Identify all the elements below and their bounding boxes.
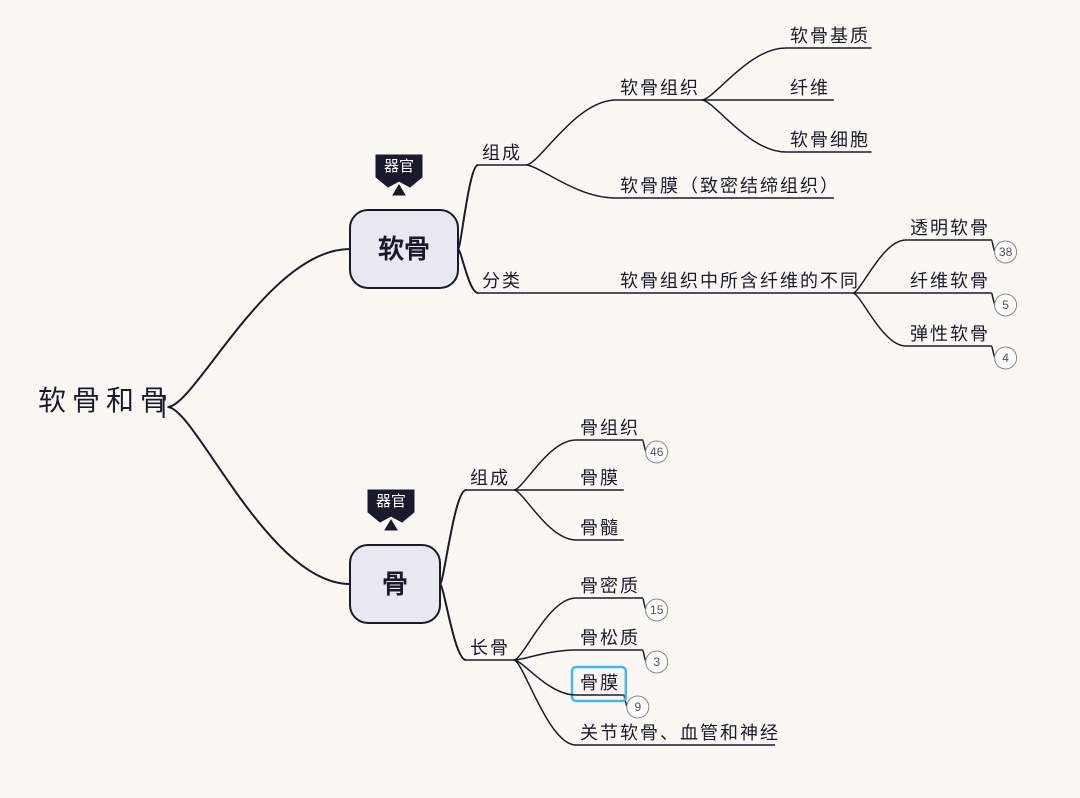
count-value: 38 bbox=[999, 245, 1013, 259]
branch-line bbox=[702, 48, 786, 100]
node-label: 骨髓 bbox=[580, 518, 620, 538]
node-label: 长骨 bbox=[470, 638, 510, 658]
count-value: 3 bbox=[653, 655, 660, 669]
count-value: 15 bbox=[650, 603, 664, 617]
node-label: 透明软骨 bbox=[910, 218, 990, 238]
node-label: 软骨组织 bbox=[620, 78, 700, 98]
node-label: 骨松质 bbox=[580, 628, 640, 648]
node-label: 纤维软骨 bbox=[910, 271, 990, 291]
node-label: 关节软骨、血管和神经 bbox=[580, 723, 780, 743]
branch-line bbox=[514, 490, 576, 540]
branch-line bbox=[440, 584, 466, 660]
node-label: 骨密质 bbox=[580, 576, 640, 596]
branch-line bbox=[514, 440, 576, 490]
branch-line bbox=[526, 100, 616, 165]
branch-line bbox=[702, 100, 786, 152]
count-value: 46 bbox=[650, 445, 664, 459]
node-label: 骨膜 bbox=[580, 673, 620, 693]
organ-tag-arrow bbox=[393, 185, 405, 195]
branch-line bbox=[853, 240, 906, 293]
node-label: 软骨组织中所含纤维的不同 bbox=[620, 271, 860, 291]
node-label: 弹性软骨 bbox=[910, 324, 990, 344]
mindmap-canvas: 软骨和骨器官软骨组成软骨组织软骨基质纤维软骨细胞软骨膜（致密结缔组织）分类软骨组… bbox=[0, 0, 1080, 798]
node-label: 纤维 bbox=[790, 78, 830, 98]
branch-line bbox=[168, 249, 350, 407]
node-label: 骨膜 bbox=[580, 468, 620, 488]
count-value: 9 bbox=[634, 700, 641, 714]
organ-tag-arrow bbox=[385, 520, 397, 530]
root-label: 软骨和骨 bbox=[38, 385, 174, 416]
organ-box-label: 骨 bbox=[382, 569, 408, 599]
branch-line bbox=[458, 165, 478, 249]
branch-line bbox=[853, 293, 906, 346]
organ-tag-label: 器官 bbox=[376, 493, 406, 510]
branch-line bbox=[514, 660, 576, 695]
node-label: 分类 bbox=[482, 271, 522, 291]
branch-line bbox=[458, 249, 478, 293]
count-value: 4 bbox=[1002, 351, 1009, 365]
node-label: 组成 bbox=[482, 143, 522, 163]
branch-line bbox=[440, 490, 466, 584]
node-label: 软骨细胞 bbox=[790, 130, 870, 150]
node-label: 组成 bbox=[470, 468, 510, 488]
branch-line bbox=[514, 660, 576, 745]
organ-box-label: 软骨 bbox=[378, 234, 430, 264]
count-value: 5 bbox=[1002, 298, 1009, 312]
branch-line bbox=[526, 165, 616, 198]
node-label: 软骨基质 bbox=[790, 26, 870, 46]
node-label: 软骨膜（致密结缔组织） bbox=[620, 176, 840, 196]
node-label: 骨组织 bbox=[580, 418, 640, 438]
organ-tag-label: 器官 bbox=[384, 158, 414, 175]
branch-line bbox=[168, 407, 350, 584]
